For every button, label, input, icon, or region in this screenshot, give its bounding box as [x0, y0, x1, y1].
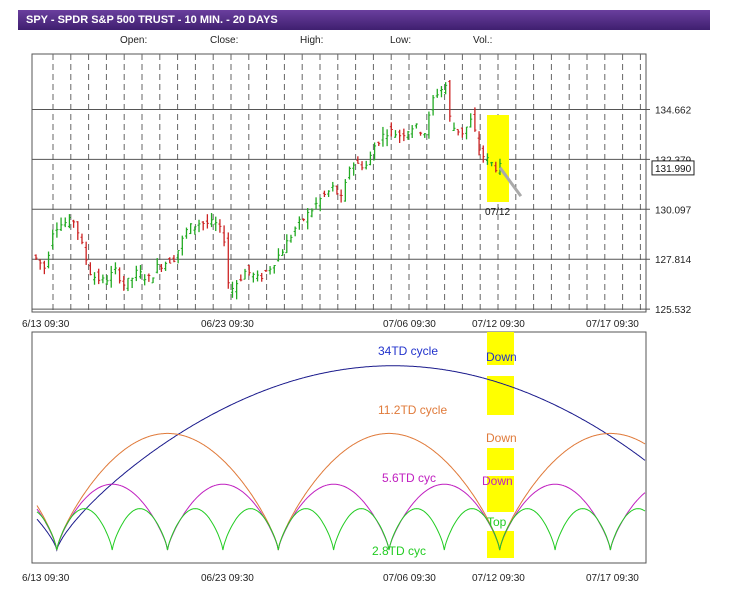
signal-label: Down — [486, 350, 517, 364]
price-x-axis: 6/13 09:30 06/23 09:30 07/06 09:30 07/12 09… — [22, 319, 639, 330]
volume-label: Vol.: — [473, 35, 493, 46]
last-price-label: 131.990 — [655, 164, 692, 175]
price-bars — [34, 80, 502, 300]
x-tick-label: 06/23 09:30 — [201, 319, 254, 330]
cycle-highlight-segment — [487, 476, 514, 512]
cycle-label: 2.8TD cyc — [372, 544, 426, 558]
x-tick-label: 07/17 09:30 — [586, 573, 639, 584]
cycle-panel-frame — [31, 331, 647, 564]
open-label: Open: — [120, 35, 148, 46]
y-tick-label: 127.814 — [655, 255, 692, 266]
x-tick-label: 07/06 09:30 — [383, 319, 436, 330]
cycle-label: 5.6TD cyc — [382, 471, 436, 485]
cycle-x-axis: 6/13 09:30 06/23 09:30 07/06 09:30 07/12 09… — [22, 573, 639, 584]
x-tick-label: 6/13 09:30 — [22, 573, 70, 584]
last-price-box — [651, 160, 695, 176]
chart-title: SPY - SPDR S&P 500 TRUST - 10 MIN. - 20 … — [26, 14, 278, 26]
signal-label: Top — [487, 515, 507, 529]
high-label: High: — [300, 35, 324, 46]
x-tick-label: 07/17 09:30 — [586, 319, 639, 330]
close-label: Close: — [210, 35, 239, 46]
x-tick-label: 07/12 09:30 — [472, 573, 525, 584]
ohlc-readout: Open: Close: High: Low: Vol.: — [18, 30, 710, 50]
signal-label: Down — [486, 431, 517, 445]
price-panel-frame — [31, 53, 647, 313]
y-tick-label: 130.097 — [655, 205, 692, 216]
y-tick-label: 125.532 — [655, 305, 692, 316]
forecast-line — [498, 166, 523, 198]
signal-highlight-band — [487, 115, 509, 202]
cycle-line-1 — [36, 432, 646, 551]
x-tick-label: 06/23 09:30 — [201, 573, 254, 584]
cycle-label: 34TD cycle — [378, 344, 438, 358]
x-tick-label: 07/06 09:30 — [383, 573, 436, 584]
chart-title-bar: SPY - SPDR S&P 500 TRUST - 10 MIN. - 20 … — [18, 10, 710, 30]
date-annotation: 07/12 — [485, 207, 510, 218]
cycle-line-0 — [36, 365, 646, 552]
cycle-highlight-segment — [487, 332, 514, 365]
x-tick-label: 6/13 09:30 — [22, 319, 70, 330]
x-tick-label: 07/12 09:30 — [472, 319, 525, 330]
y-tick-label: 134.662 — [655, 105, 692, 116]
cycle-highlight-band — [487, 332, 514, 558]
cycle-line-3 — [36, 508, 646, 551]
cycle-label: 11.2TD cycle — [378, 403, 447, 417]
low-label: Low: — [390, 35, 412, 46]
cycle-line-2 — [36, 483, 646, 551]
signal-label: Down — [482, 474, 513, 488]
price-vertical-grid — [52, 54, 641, 312]
cycle-highlight-segment — [487, 376, 514, 415]
cycle-curves: 34TD cycle 11.2TD cycle 5.6TD cyc 2.8TD cyc… — [36, 344, 646, 558]
cycle-highlight-segment — [487, 448, 514, 470]
